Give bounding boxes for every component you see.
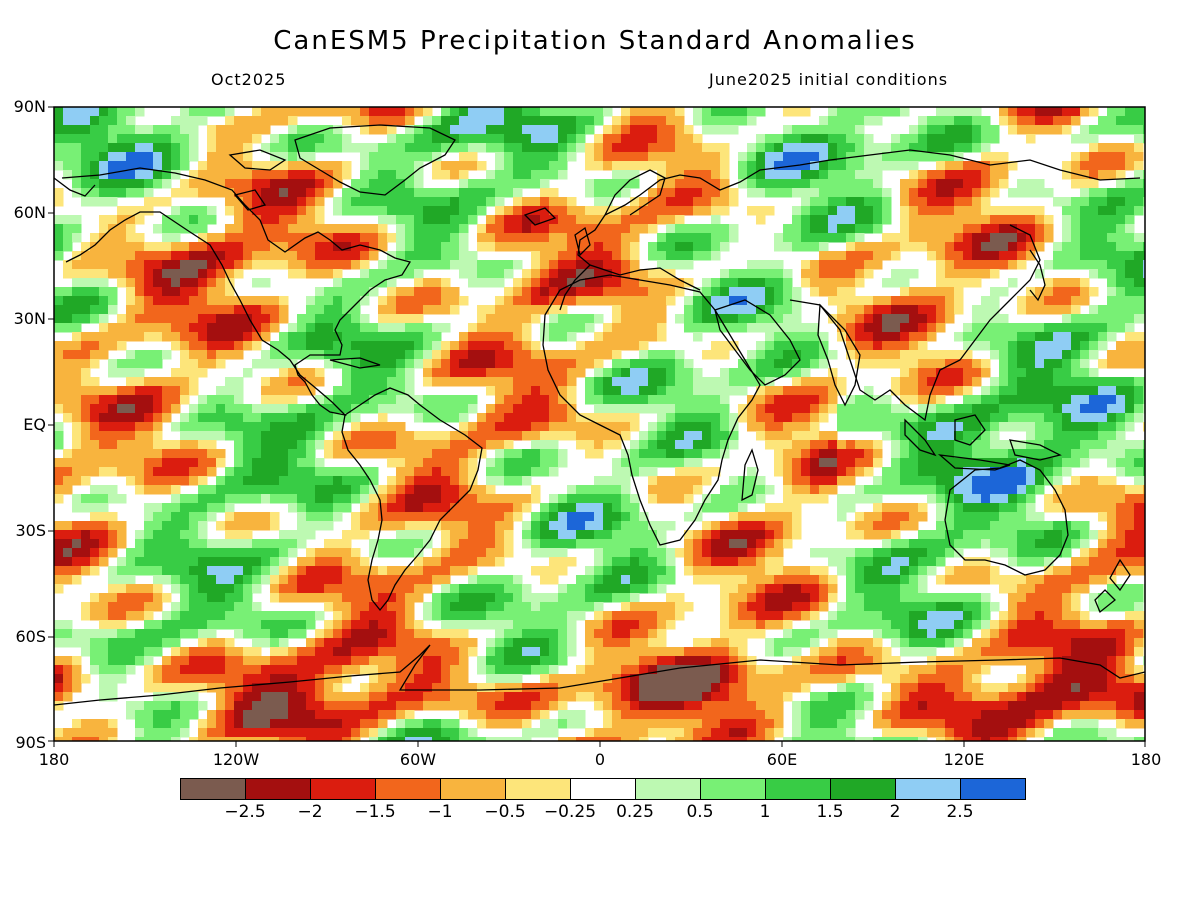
lat-label-eq: EQ: [23, 415, 46, 434]
anomaly-field: [54, 107, 1145, 741]
lat-label-60s: 60S: [15, 627, 46, 646]
colorbar-swatch: [895, 778, 961, 800]
map-title: CanESM5 Precipitation Standard Anomalies: [273, 26, 917, 56]
colorbar-swatch: [765, 778, 831, 800]
colorbar-swatch: [635, 778, 701, 800]
colorbar-swatch: [960, 778, 1026, 800]
colorbar-label: 1.5: [816, 802, 844, 822]
lat-label-90s: 90S: [15, 733, 46, 752]
colorbar-swatch: [440, 778, 506, 800]
colorbar-label: 0.5: [686, 802, 714, 822]
colorbar-label: 0.25: [616, 802, 654, 822]
colorbar-label: 1: [759, 802, 771, 822]
target-month-label: Oct2025: [211, 70, 287, 89]
lat-label-60n: 60N: [13, 203, 46, 222]
lon-label-60e: 60E: [766, 750, 798, 769]
colorbar-label: 2: [889, 802, 901, 822]
lat-label-30s: 30S: [15, 521, 46, 540]
colorbar-swatch: [180, 778, 246, 800]
coastlines: [53, 124, 1146, 706]
lon-label-0: 0: [594, 750, 606, 769]
colorbar-swatch: [505, 778, 571, 800]
colorbar-label: −2.5: [224, 802, 266, 822]
lon-label-120w: 120W: [212, 750, 260, 769]
colorbar-swatch: [245, 778, 311, 800]
colorbar-label: 2.5: [946, 802, 974, 822]
lon-label-180e: 180: [1130, 750, 1162, 769]
colorbar-swatch: [830, 778, 896, 800]
lon-label-120e: 120E: [943, 750, 985, 769]
colorbar-label: −0.5: [484, 802, 526, 822]
colorbar-label: −2: [297, 802, 323, 822]
colorbar-label: −1.5: [354, 802, 396, 822]
colorbar-label: −1: [427, 802, 453, 822]
colorbar-swatch: [310, 778, 376, 800]
colorbar-label: −0.25: [543, 802, 597, 822]
colorbar-swatch: [375, 778, 441, 800]
colorbar-swatch: [570, 778, 636, 800]
lon-label-60w: 60W: [399, 750, 437, 769]
lat-label-30n: 30N: [13, 309, 46, 328]
init-conditions-label: June2025 initial conditions: [709, 70, 949, 89]
colorbar-swatch: [700, 778, 766, 800]
lon-label-180w: 180: [38, 750, 70, 769]
lat-label-90n: 90N: [13, 97, 46, 116]
